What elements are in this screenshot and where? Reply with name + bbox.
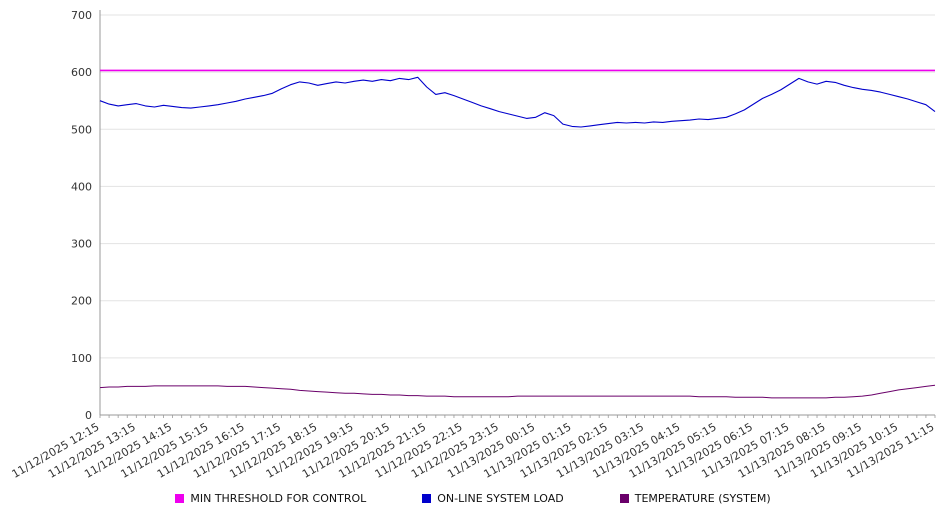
svg-text:0: 0 <box>85 409 92 422</box>
svg-text:200: 200 <box>71 295 92 308</box>
svg-text:500: 500 <box>71 123 92 136</box>
svg-text:600: 600 <box>71 66 92 79</box>
legend-swatch <box>422 493 432 503</box>
legend-label: MIN THRESHOLD FOR CONTROL <box>190 491 367 505</box>
svg-text:100: 100 <box>71 352 92 365</box>
legend-item-min-threshold: MIN THRESHOLD FOR CONTROL <box>175 492 366 505</box>
legend-swatch <box>619 493 629 503</box>
line-chart: 0 100 200 300 400 500 600 700 11/12/2025 12:15 11… <box>10 9 937 481</box>
svg-text:400: 400 <box>71 180 92 193</box>
legend-item-temperature: TEMPERATURE (SYSTEM) <box>619 491 771 505</box>
chart-legend: MIN THRESHOLD FOR CONTROL ON-LINE SYSTEM… <box>0 486 946 510</box>
svg-text:300: 300 <box>71 238 92 251</box>
legend-item-system-load: ON-LINE SYSTEM LOAD <box>422 491 564 505</box>
legend-label: ON-LINE SYSTEM LOAD <box>437 491 564 505</box>
legend-label: TEMPERATURE (SYSTEM) <box>634 491 771 505</box>
svg-text:700: 700 <box>71 9 92 22</box>
legend-swatch <box>175 493 185 503</box>
